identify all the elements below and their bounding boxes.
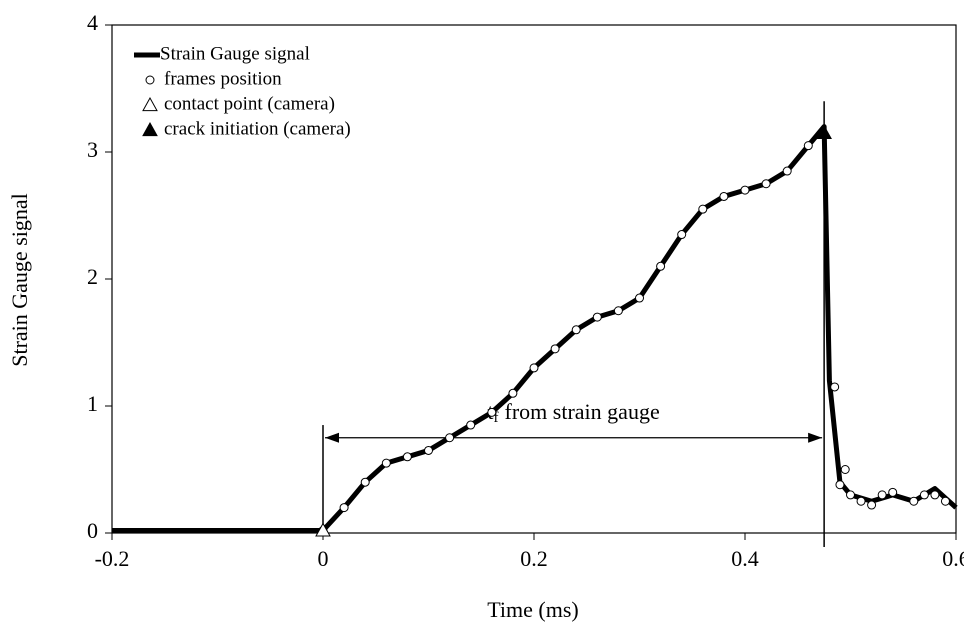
frame-marker bbox=[761, 179, 771, 189]
contact-marker bbox=[142, 96, 158, 112]
contact-marker bbox=[315, 522, 331, 537]
frame-marker bbox=[424, 445, 433, 455]
frame-marker bbox=[613, 306, 623, 316]
annotation-sub: f bbox=[494, 410, 499, 426]
frame-marker bbox=[867, 500, 877, 510]
frame-marker bbox=[803, 141, 813, 151]
crack-marker bbox=[142, 121, 158, 137]
frame-marker bbox=[840, 465, 850, 474]
frame-marker bbox=[529, 363, 539, 373]
frame-marker bbox=[856, 496, 866, 506]
frame-marker bbox=[740, 185, 750, 195]
x-tick-label: 0.2 bbox=[520, 546, 548, 571]
crack-marker bbox=[816, 124, 832, 140]
y-tick-label: 4 bbox=[87, 10, 98, 35]
frame-marker bbox=[930, 490, 940, 500]
legend-entry: contact point (camera) bbox=[142, 93, 335, 114]
arrow-head bbox=[808, 432, 823, 443]
frame-marker bbox=[402, 452, 412, 462]
legend-label: frames position bbox=[164, 68, 282, 89]
frame-marker bbox=[940, 496, 950, 506]
frame-marker bbox=[381, 458, 391, 468]
frame-marker bbox=[635, 293, 644, 303]
x-axis-label: Time (ms) bbox=[487, 597, 578, 622]
y-tick-label: 3 bbox=[87, 137, 98, 162]
x-tick-label: 0 bbox=[318, 546, 329, 571]
frame-marker bbox=[592, 312, 602, 322]
y-axis-label: Strain Gauge signal bbox=[7, 193, 32, 367]
legend-label: Strain Gauge signal bbox=[160, 43, 310, 64]
frame-marker bbox=[508, 388, 518, 398]
frame-marker bbox=[571, 325, 581, 335]
frame-marker bbox=[719, 191, 729, 201]
frame-marker bbox=[846, 490, 855, 500]
y-tick-label: 0 bbox=[87, 518, 98, 543]
frame-marker bbox=[830, 382, 840, 392]
y-tick-label: 2 bbox=[87, 264, 98, 289]
signal-line bbox=[112, 124, 958, 533]
frame-marker bbox=[888, 487, 898, 497]
frame-marker bbox=[835, 480, 845, 490]
frame-marker bbox=[698, 204, 708, 214]
annotation-rest: from strain gauge bbox=[505, 399, 660, 424]
legend-label: contact point (camera) bbox=[164, 93, 335, 114]
frame-marker bbox=[466, 420, 476, 430]
frame-marker bbox=[656, 261, 666, 271]
frame-marker bbox=[487, 407, 497, 417]
frame-marker bbox=[677, 230, 687, 240]
frame-marker bbox=[339, 503, 349, 513]
y-tick-label: 1 bbox=[87, 391, 98, 416]
legend-entry: frames position bbox=[145, 68, 282, 89]
frame-marker bbox=[550, 344, 560, 354]
frame-marker bbox=[909, 496, 919, 506]
legend-label: crack initiation (camera) bbox=[164, 118, 351, 139]
frame-marker bbox=[919, 490, 929, 500]
arrow-head bbox=[325, 432, 339, 443]
frame-marker bbox=[782, 166, 792, 176]
x-tick-label: -0.2 bbox=[95, 546, 130, 571]
frame-marker bbox=[360, 477, 370, 487]
frame-marker bbox=[445, 433, 455, 443]
annotation: tffrom strain gauge bbox=[487, 399, 659, 426]
frame-marker bbox=[877, 490, 887, 500]
frame-marker bbox=[145, 75, 155, 85]
legend-entry: crack initiation (camera) bbox=[142, 118, 351, 139]
legend-entry: Strain Gauge signal bbox=[134, 43, 310, 64]
x-tick-label: 0.4 bbox=[731, 546, 759, 571]
x-tick-label: 0.6 bbox=[942, 546, 964, 571]
